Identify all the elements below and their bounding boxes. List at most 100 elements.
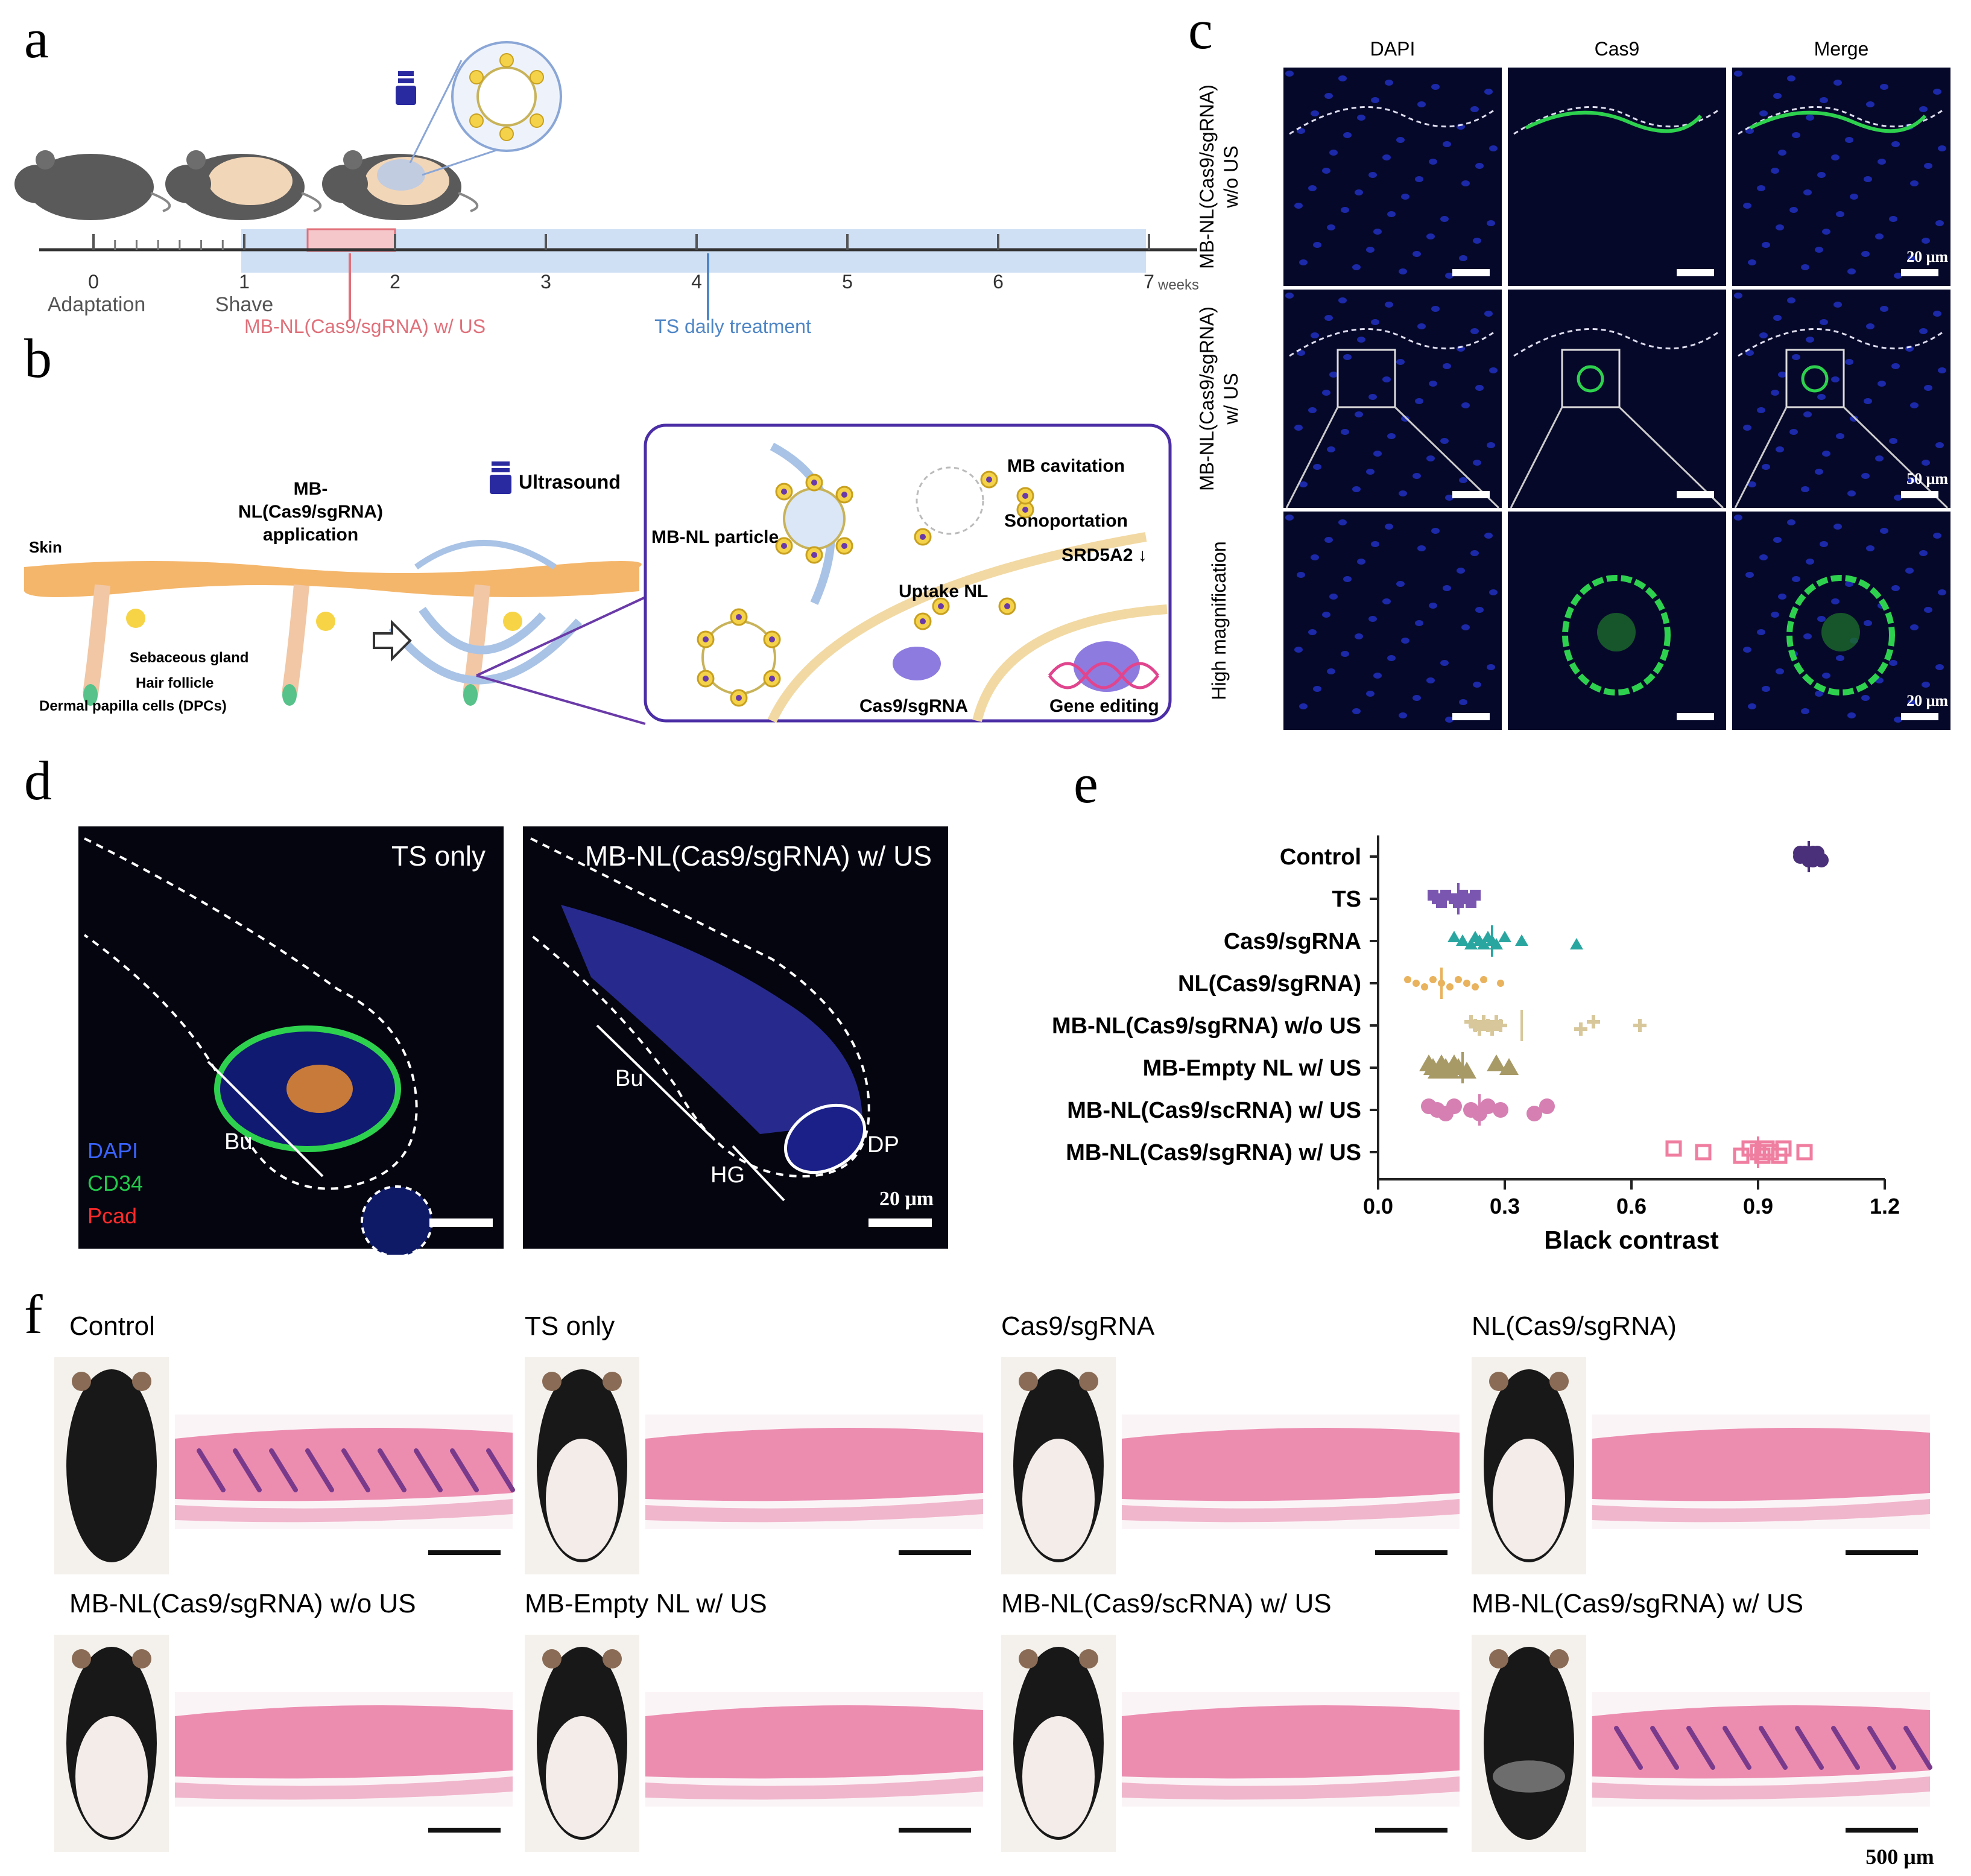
c-nucleus <box>1413 695 1421 701</box>
c-nucleus <box>1484 311 1493 317</box>
e-data-point <box>1487 1054 1506 1071</box>
c-nucleus <box>1778 372 1786 378</box>
c-nucleus <box>1817 616 1826 622</box>
c-nucleus <box>1748 259 1756 265</box>
f-scale-bar <box>899 1828 971 1833</box>
microbubble-large <box>783 487 846 550</box>
e-category-label: Cas9/sgRNA <box>1224 929 1361 954</box>
c-nucleus <box>1429 159 1437 165</box>
f-group-title: Control <box>69 1311 155 1341</box>
f-group-title: MB-Empty NL w/ US <box>525 1589 767 1618</box>
nl-dot-core <box>920 534 926 540</box>
f-shaved-area <box>546 1439 618 1559</box>
f-hair-follicle <box>414 1448 443 1492</box>
c-nucleus <box>1910 402 1919 408</box>
nl-dot-core <box>841 543 847 549</box>
sebaceous-gland-label: Sebaceous gland <box>130 650 248 666</box>
c-nucleus <box>1778 150 1786 156</box>
c-nucleus <box>1357 115 1365 121</box>
c-nucleus <box>1399 268 1407 274</box>
e-data-point <box>1633 1019 1647 1032</box>
c-cas9-signal <box>1786 575 1895 696</box>
e-data-point <box>1477 938 1490 949</box>
c-nucleus <box>1776 224 1784 230</box>
c-nucleus <box>1908 477 1916 483</box>
f-shaved-area <box>1493 1439 1565 1559</box>
mouse-adaptation-illustration <box>14 150 171 220</box>
c-nucleus <box>1445 717 1454 723</box>
c-nucleus <box>1489 145 1498 151</box>
c-nucleus <box>1861 695 1870 701</box>
f-subcutis-layer <box>175 1499 513 1523</box>
c-nucleus <box>1759 110 1768 116</box>
mb-cavitation-label: MB cavitation <box>1007 456 1125 476</box>
f-subcutis-layer <box>1592 1776 1930 1800</box>
c-nucleus <box>1919 328 1928 334</box>
c-nucleus <box>1922 238 1930 244</box>
f-hair-follicle <box>1650 1726 1679 1770</box>
e-category-label: TS <box>1332 887 1361 912</box>
c-nucleus <box>1831 376 1840 382</box>
c-nucleus <box>1352 486 1361 492</box>
c-nucleus <box>1413 251 1421 257</box>
e-data-point <box>1446 1098 1462 1114</box>
zoom-line <box>476 596 646 677</box>
c-micrograph <box>1283 68 1502 286</box>
c-scale-bar <box>1901 269 1938 276</box>
c-nucleus <box>1833 302 1842 308</box>
f-scale-bar <box>899 1550 971 1555</box>
c-nucleus <box>1285 293 1294 299</box>
c-nucleus <box>1922 682 1930 688</box>
d-bu-label-left: Bu <box>224 1129 252 1155</box>
c-nucleus <box>1759 554 1768 560</box>
nl-dot-core <box>811 552 817 558</box>
e-data-point <box>1446 983 1454 990</box>
mouse-shaved-illustration <box>165 150 322 220</box>
sonoportation-label: Sonoportation <box>1004 511 1128 531</box>
e-data-point <box>1485 1022 1499 1036</box>
c-nucleus <box>1401 638 1409 644</box>
c-nucleus <box>1352 264 1361 270</box>
c-nucleus <box>1470 328 1479 334</box>
c-nucleus <box>1373 673 1382 679</box>
panel-label-d: d <box>24 760 52 811</box>
e-data-point <box>1480 976 1487 983</box>
c-nucleus <box>1487 664 1495 670</box>
c-nucleus <box>1938 145 1946 151</box>
c-nucleus <box>1864 398 1872 404</box>
c-row-label: MB-NL(Cas9/sgRNA) <box>1196 84 1218 269</box>
f-group-title: Cas9/sgRNA <box>1001 1311 1155 1341</box>
e-data-point <box>1472 983 1479 990</box>
d-legend-cd34: CD34 <box>87 1171 143 1196</box>
ts-treatment-label: TS daily treatment <box>654 315 811 337</box>
c-micrograph <box>1508 68 1726 286</box>
c-nucleus <box>1338 75 1347 81</box>
dna-strand-2 <box>1048 662 1159 689</box>
c-column-header: Merge <box>1814 38 1869 60</box>
c-nucleus <box>1338 519 1347 525</box>
c-nucleus <box>1792 132 1800 138</box>
ultrasound-label: Ultrasound <box>519 471 621 493</box>
c-nucleus <box>1820 541 1828 547</box>
c-nucleus <box>1311 110 1319 116</box>
c-nucleus <box>1382 376 1391 382</box>
c-nucleus <box>1459 255 1467 261</box>
c-nucleus <box>1475 163 1484 169</box>
c-column-header: DAPI <box>1370 38 1416 60</box>
c-nucleus <box>1743 647 1751 653</box>
f-hair-follicle <box>1686 1726 1715 1770</box>
c-nucleus <box>1373 451 1382 457</box>
panel-e: e 0.0 0.3 0.6 0.9 1.2 Black contrast Control TS… <box>1052 760 1900 1254</box>
c-nucleus <box>1343 576 1352 582</box>
c-nucleus <box>1831 598 1840 604</box>
e-data-point <box>1413 980 1420 987</box>
f-hair-follicle <box>269 1448 298 1492</box>
c-nucleus <box>1935 220 1944 226</box>
c-scale-bar <box>1677 713 1714 720</box>
c-nucleus <box>1792 354 1800 360</box>
e-data-point <box>1455 976 1462 983</box>
d-right-dp-ellipse <box>783 1103 867 1174</box>
f-hair-follicle <box>486 1448 515 1492</box>
f-mouse-ear <box>1489 1372 1508 1391</box>
timeline-tick-label: 3 <box>540 271 551 293</box>
